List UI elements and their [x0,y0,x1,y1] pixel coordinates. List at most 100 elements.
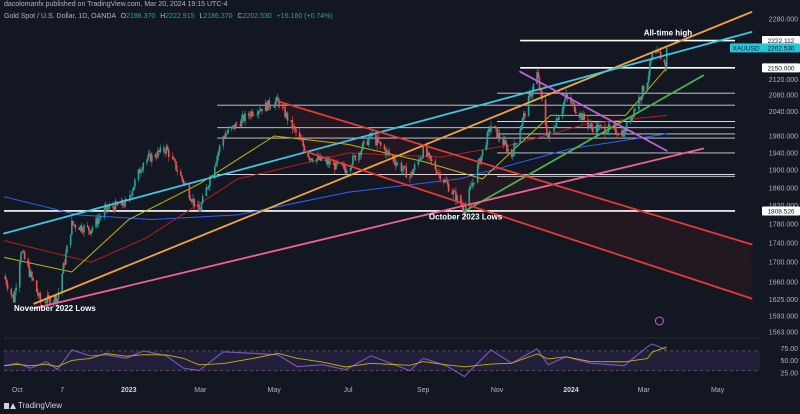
candle-body [664,62,667,68]
candle-body [479,158,481,164]
candle-body [346,171,348,174]
candle-body [56,298,59,304]
candle-body [232,125,234,127]
candle-body [302,140,305,147]
candle-body [309,158,312,160]
candle-body [405,166,408,178]
candle-body [290,120,292,121]
candle-body [367,138,370,146]
candle-body [502,138,504,146]
candle-body [589,124,592,126]
candle-body [615,126,617,134]
candle-body [581,113,583,121]
candle-body [529,93,531,96]
candle-body [439,172,441,180]
candle-body [657,50,660,52]
instrument-title: Gold Spot / U.S. Dollar, 1D, OANDA [4,13,116,20]
candle-body [638,97,640,110]
candle-body [226,132,228,135]
candle-body [530,93,532,97]
candle-body [641,85,644,98]
candle-body [80,225,83,232]
candle-body [549,131,552,133]
candle-body [548,132,550,139]
candle-body [201,196,204,204]
candle-body [71,220,73,235]
candle-body [325,159,328,161]
candle-body [388,151,391,156]
ohlc-open-label: O [120,13,127,20]
candle-body [421,157,423,159]
candle-body [308,156,311,160]
candle-body [15,287,17,291]
candle-body [157,150,159,158]
candle-body [599,125,601,127]
candle-body [256,114,259,116]
candle-body [625,122,628,132]
candle-body [326,159,329,165]
candle-body [281,107,284,108]
candle-body [342,164,345,166]
candle-body [31,271,33,278]
candle-body [183,183,186,185]
candle-body [293,126,296,129]
candle-body [295,128,297,133]
candle-body [616,133,618,135]
candle-body [469,186,472,190]
trendline [276,100,753,246]
candle-body [553,127,555,132]
candle-body [44,301,46,303]
candle-body [386,150,388,155]
candle-body [455,191,457,201]
candle-body [655,52,657,54]
candles-group [4,45,668,309]
candle-body [634,109,637,111]
moving-average-line [3,114,667,263]
rsi-tick-label: 25.00 [780,371,798,378]
candle-body [158,150,160,152]
candle-body [393,158,395,163]
candle-body [624,129,627,132]
event-marker-icon [654,316,664,326]
candle-body [476,164,479,183]
publisher-text: dacolomanfx published on TradingView.com… [4,1,228,8]
candle-body [277,97,279,100]
price-label-text: 2202.530 [767,45,794,52]
candle-body [426,146,428,157]
candle-body [520,126,523,131]
candle-body [582,113,584,121]
candle-body [332,162,335,165]
candle-body [64,253,67,265]
candle-body [21,251,23,254]
candle-body [146,159,148,164]
candle-body [663,59,666,63]
candle-body [147,154,149,160]
ohlc-high-value: 2222.915 [165,13,195,20]
candle-body [434,160,437,170]
candle-body [352,155,354,166]
candle-body [515,143,518,145]
candle-body [451,191,454,195]
candle-body [358,152,360,161]
candle-body [377,138,380,142]
rsi-band [4,350,760,371]
candle-body [617,134,620,136]
candle-body [622,130,624,137]
candle-body [275,97,278,102]
candle-body [243,114,245,122]
candle-body [573,103,576,112]
candle-body [633,109,635,118]
candle-body [57,292,60,299]
tradingview-footer[interactable]: TradingView [4,401,62,410]
candle-body [27,259,30,267]
candle-body [556,118,559,121]
candle-body [291,120,294,129]
candle-body [487,128,490,132]
trendline [33,147,704,310]
chart-header: dacolomanfx published on TradingView.com… [4,1,228,8]
ohlc-row: Gold Spot / U.S. Dollar, 1D, OANDA O2186… [4,13,333,20]
candle-body [659,51,662,60]
candle-body [54,296,56,302]
candle-body [241,114,244,119]
